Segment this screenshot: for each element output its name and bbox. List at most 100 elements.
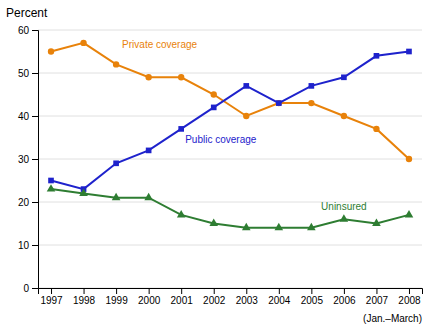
- point: [145, 74, 151, 80]
- x-tick-label: 1999: [105, 295, 128, 306]
- point: [178, 74, 184, 80]
- annotation: (Jan.–March): [363, 313, 422, 324]
- x-tick-mark: [214, 288, 215, 294]
- x-tick: 1997: [40, 288, 63, 306]
- point: [374, 53, 380, 59]
- point: [211, 105, 217, 111]
- y-tick-label: 10: [18, 240, 30, 251]
- y-axis-title: Percent: [6, 6, 48, 20]
- grid-line: [38, 116, 422, 117]
- point: [309, 83, 315, 89]
- y-tick-mark: [32, 159, 38, 160]
- y-tick: 20: [18, 197, 38, 208]
- grid-line: [38, 245, 422, 246]
- point: [340, 214, 349, 221]
- marks: [47, 40, 414, 231]
- x-tick-label: 2000: [138, 295, 161, 306]
- x-axis-line: [39, 289, 423, 295]
- point: [79, 188, 88, 195]
- point: [48, 48, 54, 54]
- x-tick: 2004: [268, 288, 291, 306]
- y-tick-label: 50: [18, 68, 30, 79]
- x-tick: 2001: [171, 288, 194, 306]
- series-label: Public coverage: [185, 134, 257, 145]
- x-tick-mark: [84, 288, 85, 294]
- grid: [38, 30, 422, 288]
- point: [276, 100, 282, 106]
- point: [276, 100, 282, 106]
- point: [242, 223, 251, 230]
- y-tick: 60: [18, 25, 38, 36]
- x-tick-mark: [116, 288, 117, 294]
- x-tick: 2008: [398, 288, 421, 306]
- x-tick-label: 2008: [398, 295, 421, 306]
- grid-line: [38, 159, 422, 160]
- y-tick: 50: [18, 68, 38, 79]
- line: [51, 52, 409, 190]
- point: [177, 210, 186, 217]
- point: [406, 49, 412, 55]
- y-tick-mark: [32, 245, 38, 246]
- point: [341, 113, 347, 119]
- x-tick: 2003: [236, 288, 259, 306]
- series-labels: Private coveragePublic coverageUninsured: [122, 39, 367, 212]
- point: [144, 193, 153, 200]
- x-axis: 1997 1998 1999 2000 2001 2002 2003 2004 2005 2006…: [39, 288, 423, 306]
- y-tick-mark: [32, 73, 38, 74]
- series: [48, 49, 412, 192]
- y-tick: 30: [18, 154, 38, 165]
- x-tick-mark: [311, 288, 312, 294]
- point: [275, 223, 284, 230]
- y-tick: 0: [23, 283, 38, 294]
- point: [372, 219, 381, 226]
- x-tick-label: 1997: [40, 295, 63, 306]
- x-tick-label: 2001: [171, 295, 194, 306]
- point: [209, 219, 218, 226]
- x-tick-mark: [181, 288, 182, 294]
- x-tick-mark: [149, 288, 150, 294]
- point: [243, 83, 249, 89]
- point: [113, 61, 119, 67]
- point: [178, 126, 184, 132]
- x-tick-label: 2006: [333, 295, 356, 306]
- point: [48, 178, 54, 184]
- point: [341, 74, 347, 80]
- y-tick-mark: [32, 30, 38, 31]
- line: [51, 43, 409, 159]
- x-tick: 2005: [301, 288, 324, 306]
- plot: 1997199819992000200120022003200420052006…: [18, 25, 423, 306]
- point: [47, 184, 56, 191]
- point: [373, 126, 379, 132]
- y-tick-label: 30: [18, 154, 30, 165]
- point: [405, 210, 414, 217]
- y-tick-label: 0: [23, 283, 29, 294]
- y-tick-mark: [32, 116, 38, 117]
- grid-line: [38, 30, 422, 31]
- point: [112, 193, 121, 200]
- x-tick-mark: [344, 288, 345, 294]
- x-tick-mark: [246, 288, 247, 294]
- x-tick: 2000: [138, 288, 161, 306]
- x-tick-mark: [51, 288, 52, 294]
- grid-line: [38, 73, 422, 74]
- point: [406, 156, 412, 162]
- x-tick-label: 2002: [203, 295, 226, 306]
- series-label: Uninsured: [321, 201, 367, 212]
- point: [243, 113, 249, 119]
- y-tick: 10: [18, 240, 38, 251]
- x-tick: 1998: [73, 288, 96, 306]
- x-tick: 2006: [333, 288, 356, 306]
- point: [113, 160, 119, 166]
- y-tick-label: 40: [18, 111, 30, 122]
- x-tick-mark: [409, 288, 410, 294]
- x-tick-label: 2005: [301, 295, 324, 306]
- x-tick-mark: [279, 288, 280, 294]
- x-tick-label: 2004: [268, 295, 291, 306]
- y-tick-mark: [32, 202, 38, 203]
- chart: 1997199819992000200120022003200420052006…: [0, 0, 440, 330]
- series: [47, 184, 414, 230]
- y-tick-label: 20: [18, 197, 30, 208]
- y-tick-label: 60: [18, 25, 30, 36]
- x-tick: 2007: [366, 288, 389, 306]
- y-tick: 40: [18, 111, 38, 122]
